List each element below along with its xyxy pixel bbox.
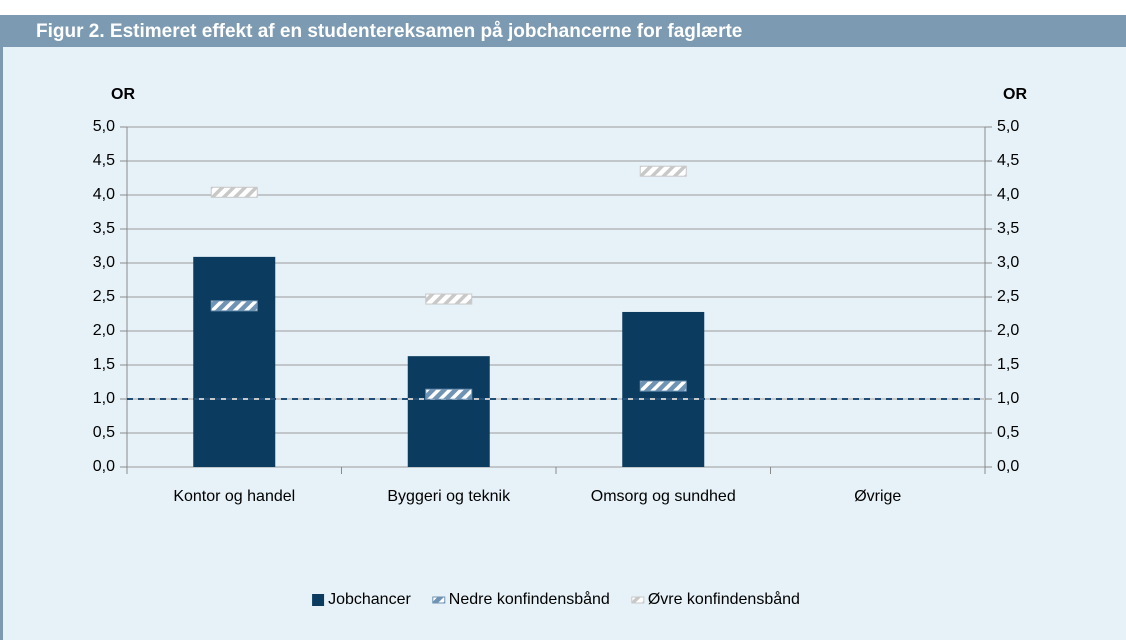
y2-tick-label: 1,0 — [997, 390, 1019, 407]
y-tick-label: 5,0 — [93, 118, 115, 135]
header-bar — [0, 15, 1126, 47]
y-tick-label: 1,0 — [93, 390, 115, 407]
y2-tick-label: 1,5 — [997, 356, 1019, 373]
y-tick-label: 0,5 — [93, 424, 115, 441]
y2-tick-label: 2,0 — [997, 322, 1019, 339]
y2-tick-label: 0,0 — [997, 458, 1019, 475]
ci-marker — [425, 388, 473, 400]
y2-tick-label: 4,5 — [997, 152, 1019, 169]
y2-tick-label: 4,0 — [997, 186, 1019, 203]
y2-tick-label: 3,0 — [997, 254, 1019, 271]
y-tick-label: 2,5 — [93, 288, 115, 305]
y-axis-title: OR — [111, 86, 135, 103]
x-tick-label: Byggeri og teknik — [387, 488, 511, 505]
legend-label: Øvre konfindensbånd — [648, 590, 800, 608]
panel — [0, 15, 1126, 640]
panel-border — [0, 15, 3, 640]
y2-axis-title: OR — [1003, 86, 1027, 103]
legend-label: Nedre konfindensbånd — [449, 590, 610, 608]
ci-marker — [639, 165, 687, 177]
ci-marker — [210, 300, 258, 312]
y-tick-label: 4,5 — [93, 152, 115, 169]
ci-marker — [210, 186, 258, 198]
y-tick-label: 0,0 — [93, 458, 115, 475]
legend-label: Jobchancer — [328, 591, 411, 608]
y2-tick-label: 5,0 — [997, 118, 1019, 135]
ci-marker — [425, 293, 473, 305]
chart-title: Figur 2. Estimeret effekt af en studente… — [36, 21, 742, 42]
bar — [407, 356, 490, 467]
bar — [193, 256, 276, 467]
ci-marker — [639, 380, 687, 392]
x-tick-label: Omsorg og sundhed — [591, 488, 736, 505]
x-tick-label: Øvrige — [854, 488, 901, 505]
y2-tick-label: 3,5 — [997, 220, 1019, 237]
y-tick-label: 3,0 — [93, 254, 115, 271]
y-tick-label: 4,0 — [93, 186, 115, 203]
y-tick-label: 2,0 — [93, 322, 115, 339]
legend-swatch — [312, 594, 325, 606]
x-tick-label: Kontor og handel — [173, 488, 295, 505]
y2-tick-label: 0,5 — [997, 424, 1019, 441]
y-tick-label: 3,5 — [93, 220, 115, 237]
y-tick-label: 1,5 — [93, 356, 115, 373]
y2-tick-label: 2,5 — [997, 288, 1019, 305]
legend-swatch — [631, 596, 645, 604]
legend-swatch — [432, 596, 446, 604]
